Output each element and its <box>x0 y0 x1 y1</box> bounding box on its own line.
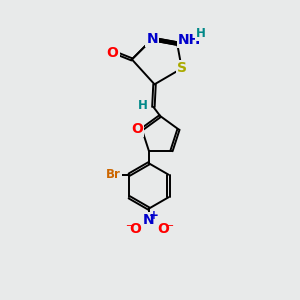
Text: Br: Br <box>106 168 121 181</box>
Text: N: N <box>143 213 155 227</box>
Text: O: O <box>129 221 141 236</box>
Text: NH: NH <box>178 33 201 47</box>
Text: ⁻: ⁻ <box>125 222 132 235</box>
Text: H: H <box>196 27 206 40</box>
Text: H: H <box>138 99 148 112</box>
Text: ⁻: ⁻ <box>166 222 173 235</box>
Text: S: S <box>177 61 187 76</box>
Text: N: N <box>146 32 158 46</box>
Text: O: O <box>157 221 169 236</box>
Text: +: + <box>149 209 159 222</box>
Text: O: O <box>107 46 118 60</box>
Text: O: O <box>131 122 143 136</box>
